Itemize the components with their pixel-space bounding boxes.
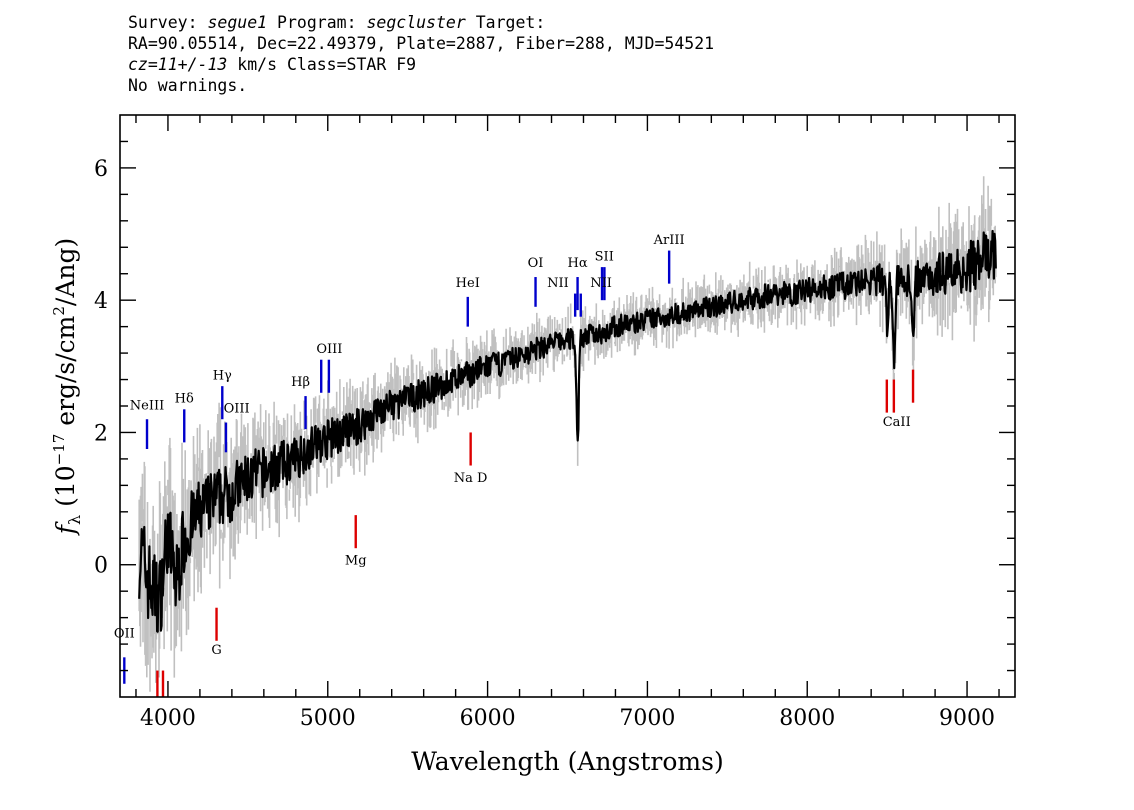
line-markers <box>123 250 915 697</box>
header-line-4: No warnings. <box>128 76 248 95</box>
x-tick-label: 5000 <box>300 706 356 731</box>
y-axis-label-part: (10 <box>51 465 80 515</box>
survey-label: Survey: <box>128 13 198 32</box>
survey-value: segue1 <box>207 13 268 32</box>
x-tick-label: 8000 <box>779 706 835 731</box>
line-label: NII <box>590 276 612 291</box>
x-tick-label: 6000 <box>460 706 516 731</box>
target-label: Target: <box>475 13 546 32</box>
line-label: Hα <box>568 256 588 271</box>
error-series <box>138 176 997 692</box>
line-label: OIII <box>316 342 342 357</box>
header-line-1: Survey: segue1 Program: segcluster Targe… <box>128 12 714 33</box>
line-label: OI <box>528 256 544 271</box>
header-line-2: RA=90.05514, Dec=22.49379, Plate=2887, F… <box>128 34 715 53</box>
x-axis-label: Wavelength (Angstroms) <box>411 747 723 776</box>
line-label: Hδ <box>175 392 194 407</box>
line-label: ArIII <box>653 233 685 248</box>
y-axis-label-part: 2 <box>50 306 68 316</box>
y-axis-label: fλ (10−17 erg/s/cm2/Ang) <box>50 238 84 537</box>
x-tick-label: 4000 <box>140 706 196 731</box>
y-tick-label: 2 <box>94 421 108 446</box>
header-line-3: cz=11+/-13 km/s Class=STAR F9 <box>128 54 714 75</box>
y-tick-label: 4 <box>94 289 108 314</box>
tick-labels: 4000 5000 6000 7000 8000 9000 0 2 4 6 <box>94 157 995 731</box>
program-label: Program: <box>277 13 357 32</box>
y-axis-label-part: erg/s/cm <box>51 315 80 433</box>
axis-ticks <box>120 115 1015 697</box>
y-tick-label: 0 <box>94 554 108 579</box>
line-label: OII <box>114 626 135 641</box>
flux-line <box>138 229 997 633</box>
redshift-value: cz=11+/-13 <box>128 55 228 74</box>
y-axis-label-part: /Ang) <box>51 238 80 306</box>
program-value: segcluster <box>366 13 466 32</box>
flux-series <box>138 229 997 633</box>
line-label: NeIII <box>130 398 164 413</box>
y-axis-label-part: f <box>51 521 80 536</box>
line-label: OIII <box>224 402 250 417</box>
class-value: km/s Class=STAR F9 <box>227 55 417 74</box>
y-axis-label-part: λ <box>65 515 84 525</box>
x-tick-label: 9000 <box>939 706 995 731</box>
y-tick-label: 6 <box>94 157 108 182</box>
x-tick-label: 7000 <box>619 706 675 731</box>
line-label: NII <box>547 276 569 291</box>
spectrum-header: Survey: segue1 Program: segcluster Targe… <box>128 12 714 96</box>
line-label: CaII <box>883 415 911 430</box>
line-label: Hγ <box>213 369 232 384</box>
line-label: SII <box>595 250 614 265</box>
line-label: Hβ <box>291 375 310 390</box>
line-label: HeI <box>456 276 480 291</box>
y-axis-label-part: −17 <box>50 434 68 466</box>
plot-frame <box>119 114 1016 698</box>
line-label: G <box>211 643 221 658</box>
error-band <box>138 176 997 692</box>
line-label: Na D <box>454 471 488 486</box>
line-label: Mg <box>345 554 367 569</box>
